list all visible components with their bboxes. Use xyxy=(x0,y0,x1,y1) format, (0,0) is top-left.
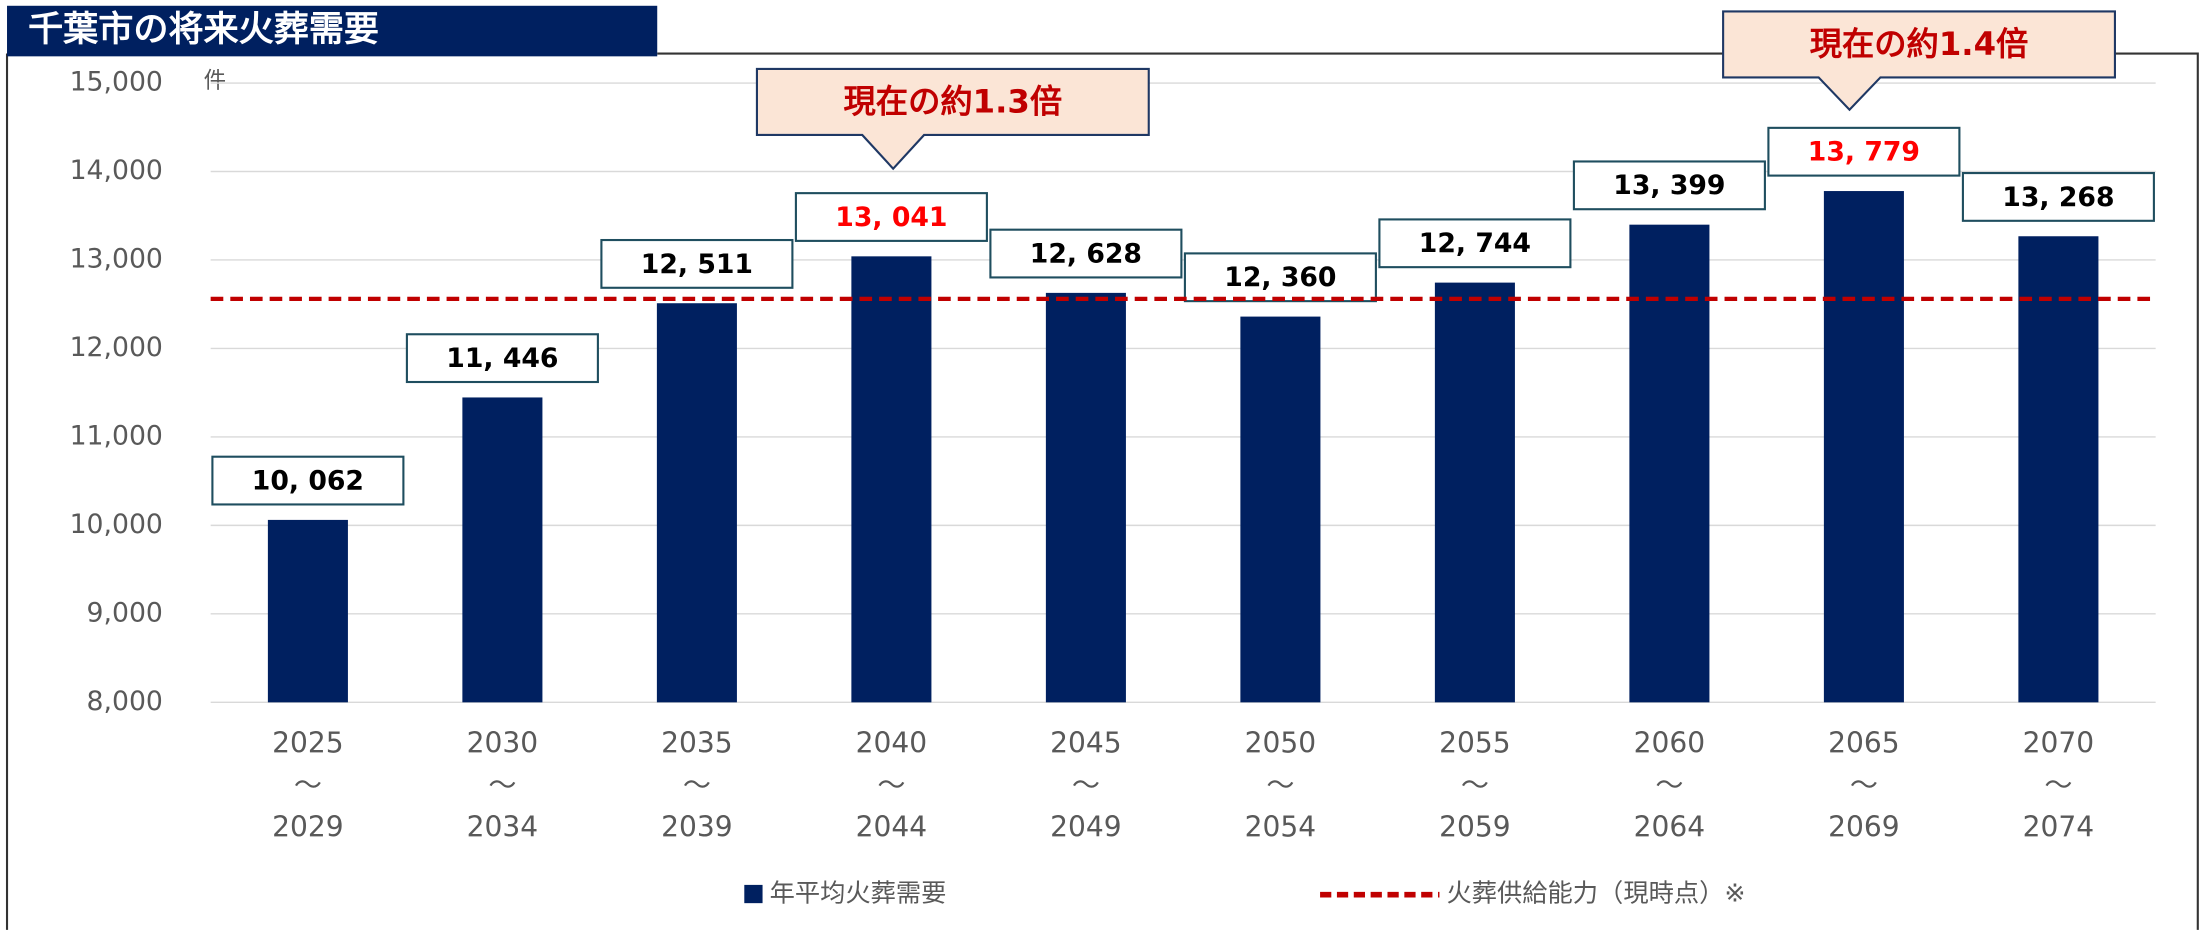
x-tick-label: ～ xyxy=(488,769,516,802)
value-label: 10, 062 xyxy=(252,465,364,496)
callout-text: 現在の約1.4倍 xyxy=(1810,25,2029,63)
y-tick-label: 14,000 xyxy=(70,155,163,186)
bar xyxy=(2018,236,2099,703)
value-label-box xyxy=(1767,126,1961,177)
y-tick-label: 8,000 xyxy=(87,686,163,717)
callout-text: 現在の約1.3倍 xyxy=(844,82,1063,120)
bar xyxy=(1823,191,1904,703)
x-tick-label: 2050 xyxy=(1245,726,1316,759)
x-tick-label: ～ xyxy=(294,769,322,802)
x-tick-label: 2069 xyxy=(1828,811,1899,844)
value-label-box xyxy=(600,238,794,289)
bar xyxy=(267,519,348,703)
bar xyxy=(656,303,737,703)
value-label-box xyxy=(211,455,405,506)
value-label-box xyxy=(1572,160,1766,211)
value-label-box xyxy=(989,228,1183,279)
x-tick-label: 2044 xyxy=(856,811,927,844)
bar xyxy=(1240,316,1321,703)
x-tick-label: ～ xyxy=(877,769,905,802)
x-tick-label: ～ xyxy=(1461,769,1489,802)
value-label: 13, 268 xyxy=(2002,182,2114,213)
value-label: 11, 446 xyxy=(446,343,558,374)
legend-label: 火葬供給能力（現時点）※ xyxy=(1446,879,1745,908)
x-tick-label: 2049 xyxy=(1050,811,1121,844)
y-tick-label: 10,000 xyxy=(70,509,163,540)
value-label: 12, 744 xyxy=(1419,228,1531,259)
callout-box xyxy=(1722,10,2116,112)
value-label-box xyxy=(794,192,988,242)
value-label-box xyxy=(1961,172,2155,222)
x-tick-label: ～ xyxy=(1850,769,1878,802)
x-tick-label: ～ xyxy=(1072,769,1100,802)
value-label: 12, 511 xyxy=(641,249,753,280)
y-tick-label: 15,000 xyxy=(70,67,163,98)
value-label: 13, 041 xyxy=(835,202,947,233)
x-tick-label: ～ xyxy=(1655,769,1683,802)
x-tick-label: 2059 xyxy=(1439,811,1510,844)
x-tick-label: ～ xyxy=(2044,769,2072,802)
legend-label: 年平均火葬需要 xyxy=(770,879,947,908)
value-label: 12, 628 xyxy=(1030,238,1142,269)
bar xyxy=(1434,282,1515,703)
chart-title: 千葉市の将来火葬需要 xyxy=(28,9,379,50)
x-tick-label: 2054 xyxy=(1245,811,1316,844)
x-tick-label: 2040 xyxy=(856,726,927,759)
x-tick-label: 2065 xyxy=(1828,726,1899,759)
x-tick-label: 2055 xyxy=(1439,726,1510,759)
x-tick-label: 2070 xyxy=(2023,726,2094,759)
bar xyxy=(1629,224,1710,703)
bar xyxy=(1045,292,1126,703)
x-tick-label: 2060 xyxy=(1634,726,1705,759)
frame xyxy=(5,52,2199,930)
x-tick-label: 2074 xyxy=(2023,811,2094,844)
x-tick-label: 2045 xyxy=(1050,726,1121,759)
x-tick-label: ～ xyxy=(683,769,711,802)
y-tick-label: 13,000 xyxy=(70,243,163,274)
callout-box xyxy=(755,67,1150,171)
x-tick-label: 2039 xyxy=(661,811,732,844)
unit-label: 件 xyxy=(204,68,226,94)
value-label-box xyxy=(1378,218,1572,269)
bar xyxy=(462,397,543,703)
x-tick-label: ～ xyxy=(1266,769,1294,802)
x-tick-label: 2034 xyxy=(467,811,538,844)
y-tick-label: 12,000 xyxy=(70,332,163,363)
bar xyxy=(851,256,932,703)
title-box xyxy=(7,5,658,57)
x-tick-label: 2064 xyxy=(1634,811,1705,844)
legend-swatch xyxy=(744,884,763,904)
value-label: 13, 399 xyxy=(1613,170,1725,201)
x-tick-label: 2025 xyxy=(272,726,343,759)
x-tick-label: 2030 xyxy=(467,726,538,759)
value-label-box xyxy=(1183,252,1377,303)
y-tick-label: 9,000 xyxy=(87,597,163,628)
y-tick-label: 11,000 xyxy=(70,420,163,451)
x-tick-label: 2029 xyxy=(272,811,343,844)
value-label: 12, 360 xyxy=(1224,262,1336,293)
x-tick-label: 2035 xyxy=(661,726,732,759)
value-label: 13, 779 xyxy=(1808,137,1920,168)
value-label-box xyxy=(405,333,599,384)
